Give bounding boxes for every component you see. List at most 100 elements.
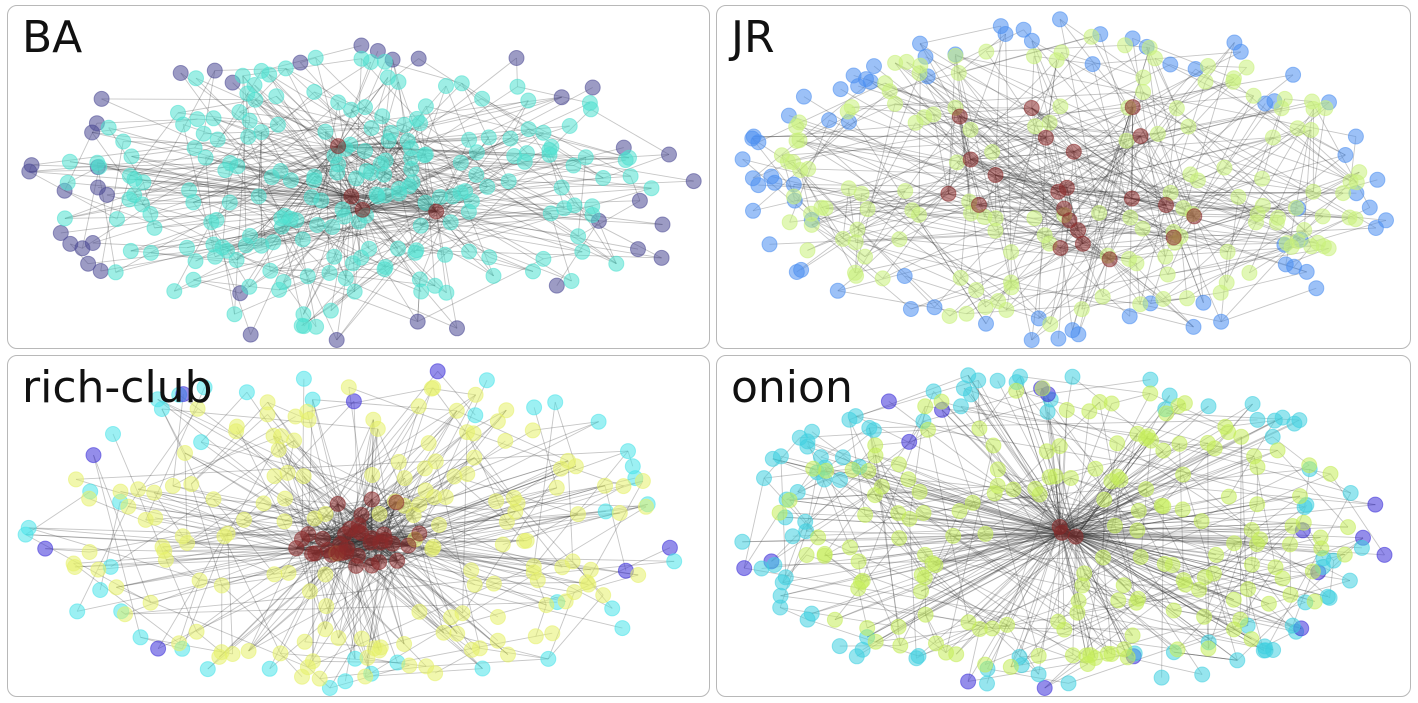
edge [547,594,604,660]
edge [311,197,347,279]
node-periphery [1342,485,1359,501]
node-middle [1064,647,1081,664]
edge [258,196,271,271]
panel-ba: BA [7,5,710,349]
edge [1016,381,1138,531]
edge [1059,449,1278,528]
node-middle [570,228,587,245]
edge [154,209,363,229]
node-middle [857,506,874,523]
edge [1049,220,1070,325]
node-middle [1303,122,1320,138]
node-periphery [1060,675,1077,692]
edge [404,124,662,259]
edge [1140,440,1152,558]
node-periphery [193,434,210,451]
node-middle [1243,556,1260,573]
node-middle [1225,591,1242,608]
edge [435,211,470,252]
edge [248,502,518,652]
edge [193,118,418,203]
edge [1061,450,1164,534]
edge [203,70,216,134]
node-middle [130,481,147,498]
edge [1075,405,1179,537]
node-middle [1073,301,1090,318]
node-middle [1282,586,1299,603]
edge [785,516,1062,534]
node-middle [122,242,139,259]
node-middle [453,75,470,92]
edge [355,565,382,648]
edge [308,533,591,571]
node-middle [185,194,202,211]
node-middle [396,636,413,652]
node-middle [1348,174,1365,191]
edge [1197,129,1312,181]
edge [338,145,574,166]
node-periphery [1265,642,1282,658]
edge [848,419,926,578]
edge [932,532,1062,564]
node-core [343,188,360,205]
node-middle [396,470,413,487]
node-middle [334,201,351,218]
edge [371,565,420,613]
node-core [353,507,370,523]
edge [1123,584,1186,586]
node-middle [1260,595,1277,612]
edge [227,533,234,654]
node-middle [498,513,515,530]
edge [1059,18,1144,78]
edge [1082,178,1263,245]
edge [963,387,1077,537]
edge [924,532,1062,556]
edge [201,441,507,523]
node-middle [557,593,574,610]
edge [273,435,386,541]
edge [798,121,1065,210]
edge [991,526,1061,629]
node-middle [1243,631,1260,648]
node-middle [792,162,809,178]
node-periphery [1064,368,1081,385]
edge [1010,536,1077,668]
node-middle [463,562,480,579]
node-core [389,552,406,569]
edge [852,469,1076,538]
edge [1277,450,1349,528]
node-middle [1177,576,1194,593]
edge [967,375,1061,528]
node-periphery [979,675,995,692]
node-middle [1155,291,1172,307]
edge [1061,52,1167,206]
edge [1109,215,1195,260]
edge [970,394,1077,537]
node-periphery [242,326,259,343]
node-core [971,196,987,213]
edge [371,474,409,546]
node-core [288,540,305,557]
edge [123,141,339,147]
node-middle [1174,501,1191,518]
edge [799,139,913,211]
edge [1061,532,1321,538]
edge [1006,532,1063,626]
node-middle [427,665,444,682]
node-middle [317,566,334,583]
edge [1061,522,1304,534]
edge [851,106,1141,137]
node-middle [348,170,365,187]
node-middle [928,635,944,652]
node-periphery [1070,326,1087,343]
node-middle [1225,73,1242,90]
edge [1070,477,1319,573]
edge [362,187,652,211]
edge [884,82,1167,206]
edge [1061,499,1105,534]
node-middle [1305,183,1322,200]
edge [270,256,335,272]
edge [1075,504,1376,538]
node-middle [115,133,132,150]
node-middle [1282,536,1298,553]
